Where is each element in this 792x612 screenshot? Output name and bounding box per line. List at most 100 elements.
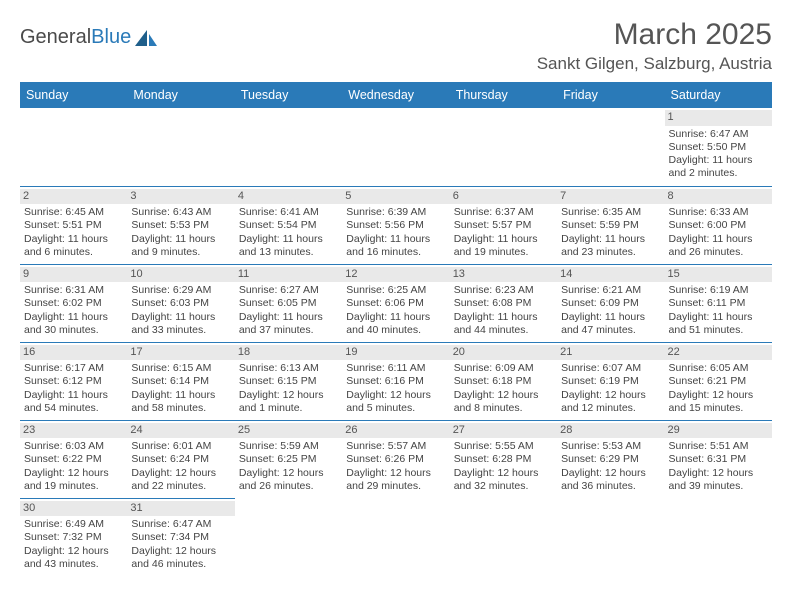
day-number: 8 — [665, 189, 772, 205]
sunrise-text: Sunrise: 6:43 AM — [131, 206, 230, 219]
sunset-text: Sunset: 5:51 PM — [24, 219, 123, 232]
calendar-day-cell: 29Sunrise: 5:51 AMSunset: 6:31 PMDayligh… — [665, 420, 772, 498]
calendar-day-cell — [235, 498, 342, 576]
weekday-header: Friday — [557, 82, 664, 108]
day-number: 2 — [20, 189, 127, 205]
weekday-header: Wednesday — [342, 82, 449, 108]
sunset-text: Sunset: 6:12 PM — [24, 375, 123, 388]
calendar-day-cell: 12Sunrise: 6:25 AMSunset: 6:06 PMDayligh… — [342, 264, 449, 342]
sunset-text: Sunset: 5:59 PM — [561, 219, 660, 232]
sunrise-text: Sunrise: 6:29 AM — [131, 284, 230, 297]
calendar-day-cell: 16Sunrise: 6:17 AMSunset: 6:12 PMDayligh… — [20, 342, 127, 420]
daylight-text: Daylight: 12 hours and 43 minutes. — [24, 545, 123, 571]
sunrise-text: Sunrise: 6:25 AM — [346, 284, 445, 297]
sunset-text: Sunset: 6:06 PM — [346, 297, 445, 310]
sunset-text: Sunset: 5:53 PM — [131, 219, 230, 232]
sunset-text: Sunset: 6:28 PM — [454, 453, 553, 466]
daylight-text: Daylight: 11 hours and 51 minutes. — [669, 311, 768, 337]
sunrise-text: Sunrise: 6:23 AM — [454, 284, 553, 297]
day-number: 28 — [557, 423, 664, 439]
logo-text-2: Blue — [91, 26, 131, 49]
calendar-day-cell: 23Sunrise: 6:03 AMSunset: 6:22 PMDayligh… — [20, 420, 127, 498]
daylight-text: Daylight: 11 hours and 2 minutes. — [669, 154, 768, 180]
day-number: 25 — [235, 423, 342, 439]
calendar-day-cell: 28Sunrise: 5:53 AMSunset: 6:29 PMDayligh… — [557, 420, 664, 498]
day-number: 26 — [342, 423, 449, 439]
sunset-text: Sunset: 6:22 PM — [24, 453, 123, 466]
day-number: 27 — [450, 423, 557, 439]
calendar-day-cell — [665, 498, 772, 576]
day-number: 19 — [342, 345, 449, 361]
sunrise-text: Sunrise: 5:59 AM — [239, 440, 338, 453]
month-title: March 2025 — [537, 18, 772, 52]
sunrise-text: Sunrise: 6:13 AM — [239, 362, 338, 375]
calendar-week-row: 30Sunrise: 6:49 AMSunset: 7:32 PMDayligh… — [20, 498, 772, 576]
sunrise-text: Sunrise: 6:39 AM — [346, 206, 445, 219]
sunset-text: Sunset: 5:54 PM — [239, 219, 338, 232]
daylight-text: Daylight: 11 hours and 44 minutes. — [454, 311, 553, 337]
day-number: 4 — [235, 189, 342, 205]
calendar-day-cell — [342, 108, 449, 186]
calendar-day-cell: 27Sunrise: 5:55 AMSunset: 6:28 PMDayligh… — [450, 420, 557, 498]
daylight-text: Daylight: 12 hours and 12 minutes. — [561, 389, 660, 415]
daylight-text: Daylight: 11 hours and 19 minutes. — [454, 233, 553, 259]
calendar-table: Sunday Monday Tuesday Wednesday Thursday… — [20, 82, 772, 576]
weekday-header: Thursday — [450, 82, 557, 108]
day-number: 23 — [20, 423, 127, 439]
day-number: 10 — [127, 267, 234, 283]
sunset-text: Sunset: 6:24 PM — [131, 453, 230, 466]
daylight-text: Daylight: 12 hours and 1 minute. — [239, 389, 338, 415]
sunset-text: Sunset: 6:21 PM — [669, 375, 768, 388]
daylight-text: Daylight: 11 hours and 30 minutes. — [24, 311, 123, 337]
day-number: 17 — [127, 345, 234, 361]
daylight-text: Daylight: 12 hours and 29 minutes. — [346, 467, 445, 493]
location: Sankt Gilgen, Salzburg, Austria — [537, 54, 772, 74]
title-block: March 2025 Sankt Gilgen, Salzburg, Austr… — [537, 18, 772, 74]
calendar-day-cell: 6Sunrise: 6:37 AMSunset: 5:57 PMDaylight… — [450, 186, 557, 264]
daylight-text: Daylight: 12 hours and 19 minutes. — [24, 467, 123, 493]
sunset-text: Sunset: 6:31 PM — [669, 453, 768, 466]
daylight-text: Daylight: 11 hours and 23 minutes. — [561, 233, 660, 259]
calendar-body: 1Sunrise: 6:47 AMSunset: 5:50 PMDaylight… — [20, 108, 772, 576]
daylight-text: Daylight: 12 hours and 5 minutes. — [346, 389, 445, 415]
sunrise-text: Sunrise: 5:55 AM — [454, 440, 553, 453]
sunset-text: Sunset: 6:25 PM — [239, 453, 338, 466]
day-number: 3 — [127, 189, 234, 205]
sunrise-text: Sunrise: 6:21 AM — [561, 284, 660, 297]
calendar-day-cell: 15Sunrise: 6:19 AMSunset: 6:11 PMDayligh… — [665, 264, 772, 342]
daylight-text: Daylight: 11 hours and 40 minutes. — [346, 311, 445, 337]
sunrise-text: Sunrise: 6:11 AM — [346, 362, 445, 375]
sunrise-text: Sunrise: 6:47 AM — [669, 128, 768, 141]
calendar-day-cell: 21Sunrise: 6:07 AMSunset: 6:19 PMDayligh… — [557, 342, 664, 420]
day-number: 20 — [450, 345, 557, 361]
sunset-text: Sunset: 6:14 PM — [131, 375, 230, 388]
calendar-day-cell: 2Sunrise: 6:45 AMSunset: 5:51 PMDaylight… — [20, 186, 127, 264]
sunrise-text: Sunrise: 6:07 AM — [561, 362, 660, 375]
day-number: 31 — [127, 501, 234, 517]
day-number: 18 — [235, 345, 342, 361]
sunset-text: Sunset: 6:26 PM — [346, 453, 445, 466]
sunset-text: Sunset: 6:15 PM — [239, 375, 338, 388]
calendar-week-row: 16Sunrise: 6:17 AMSunset: 6:12 PMDayligh… — [20, 342, 772, 420]
calendar-day-cell: 26Sunrise: 5:57 AMSunset: 6:26 PMDayligh… — [342, 420, 449, 498]
day-number: 1 — [665, 110, 772, 126]
calendar-day-cell: 30Sunrise: 6:49 AMSunset: 7:32 PMDayligh… — [20, 498, 127, 576]
calendar-day-cell: 18Sunrise: 6:13 AMSunset: 6:15 PMDayligh… — [235, 342, 342, 420]
calendar-day-cell: 31Sunrise: 6:47 AMSunset: 7:34 PMDayligh… — [127, 498, 234, 576]
sunrise-text: Sunrise: 6:35 AM — [561, 206, 660, 219]
calendar-day-cell — [127, 108, 234, 186]
calendar-day-cell: 8Sunrise: 6:33 AMSunset: 6:00 PMDaylight… — [665, 186, 772, 264]
calendar-day-cell — [235, 108, 342, 186]
day-number: 16 — [20, 345, 127, 361]
sunrise-text: Sunrise: 6:09 AM — [454, 362, 553, 375]
sunrise-text: Sunrise: 6:19 AM — [669, 284, 768, 297]
calendar-day-cell: 22Sunrise: 6:05 AMSunset: 6:21 PMDayligh… — [665, 342, 772, 420]
sunrise-text: Sunrise: 6:37 AM — [454, 206, 553, 219]
sunset-text: Sunset: 6:19 PM — [561, 375, 660, 388]
daylight-text: Daylight: 11 hours and 47 minutes. — [561, 311, 660, 337]
daylight-text: Daylight: 11 hours and 9 minutes. — [131, 233, 230, 259]
sunrise-text: Sunrise: 5:51 AM — [669, 440, 768, 453]
logo-text-1: General — [20, 26, 91, 49]
sunrise-text: Sunrise: 6:27 AM — [239, 284, 338, 297]
sunrise-text: Sunrise: 6:31 AM — [24, 284, 123, 297]
